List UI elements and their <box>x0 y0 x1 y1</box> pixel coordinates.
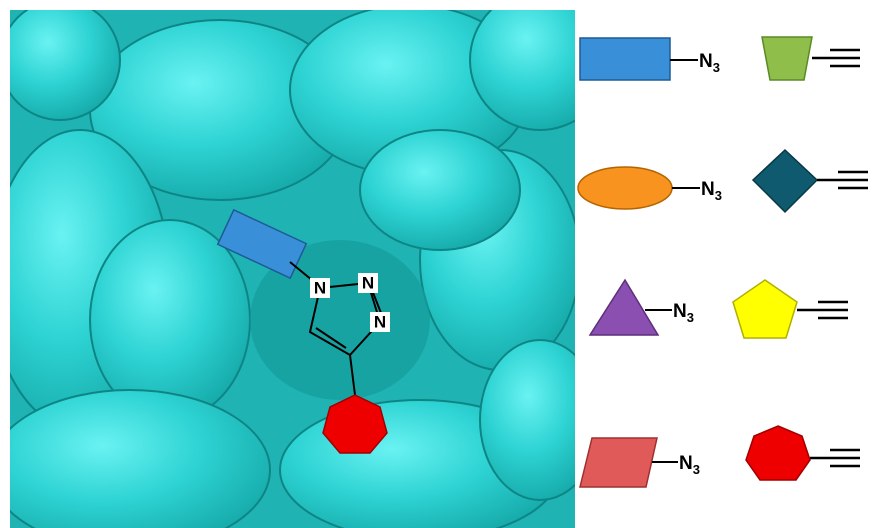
azide-labels: N3 N3 N3 N3 <box>673 51 722 477</box>
atom-label: N <box>374 313 386 332</box>
protein-surface <box>0 0 610 528</box>
figure: N N N N3 N3 N3 <box>0 0 876 528</box>
azide-shapes <box>578 38 700 487</box>
azide-label: N3 <box>679 453 700 477</box>
azide-label: N3 <box>673 301 694 325</box>
azide-label: N3 <box>699 51 720 75</box>
azide-label: N3 <box>701 179 722 203</box>
atom-label: N <box>314 279 326 298</box>
alkyne-shapes <box>733 37 868 480</box>
atom-label: N <box>362 274 374 293</box>
